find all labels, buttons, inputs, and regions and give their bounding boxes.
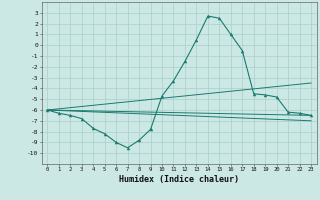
X-axis label: Humidex (Indice chaleur): Humidex (Indice chaleur) [119, 175, 239, 184]
